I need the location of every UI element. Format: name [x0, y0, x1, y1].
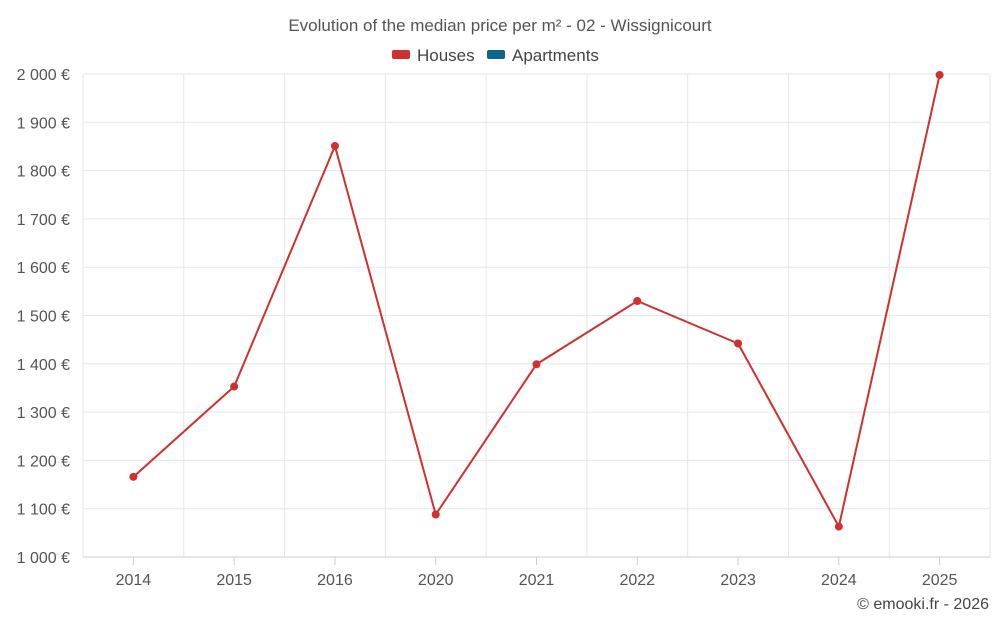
credit-text: © emooki.fr - 2026: [857, 596, 989, 613]
x-tick-label: 2014: [116, 572, 152, 589]
series-houses: [129, 70, 944, 531]
data-point[interactable]: [330, 141, 339, 150]
data-point[interactable]: [935, 70, 944, 79]
data-point[interactable]: [633, 297, 642, 306]
x-tick-label: 2021: [519, 572, 555, 589]
y-tick-label: 1 300 €: [17, 405, 70, 422]
y-tick-label: 2 000 €: [17, 67, 70, 84]
series-line: [132, 74, 941, 528]
grid: [82, 73, 991, 558]
legend-swatch-houses: [392, 50, 410, 59]
x-tick-label: 2022: [619, 572, 655, 589]
y-tick-label: 1 400 €: [17, 357, 70, 374]
x-tick-label: 2015: [216, 572, 252, 589]
x-tick-label: 2020: [418, 572, 454, 589]
y-tick-label: 1 000 €: [17, 550, 70, 567]
legend-label-houses: Houses: [417, 46, 475, 65]
data-point[interactable]: [230, 382, 239, 391]
legend-item-houses[interactable]: Houses: [392, 46, 475, 65]
x-tick-label: 2023: [720, 572, 756, 589]
legend[interactable]: Houses Apartments: [392, 46, 599, 65]
data-point[interactable]: [834, 522, 843, 531]
data-point[interactable]: [734, 339, 743, 348]
legend-label-apartments: Apartments: [512, 46, 599, 65]
y-tick-label: 1 700 €: [17, 212, 70, 229]
y-tick-label: 1 200 €: [17, 453, 70, 470]
data-point[interactable]: [532, 360, 541, 369]
x-axis-ticks: 2014 2015 2016 2020 2021 2022 2023 2024 2025: [116, 557, 958, 589]
legend-item-apartments[interactable]: Apartments: [487, 46, 599, 65]
y-tick-label: 1 500 €: [17, 309, 70, 326]
y-axis-ticks: 1 000 € 1 100 € 1 200 € 1 300 € 1 400 € 1 500…: [17, 67, 70, 567]
y-tick-label: 1 800 €: [17, 164, 70, 181]
x-tick-label: 2024: [821, 572, 857, 589]
x-tick-label: 2025: [922, 572, 958, 589]
y-tick-label: 1 100 €: [17, 502, 70, 519]
data-point[interactable]: [129, 472, 138, 481]
y-tick-label: 1 600 €: [17, 260, 70, 277]
legend-swatch-apartments: [487, 50, 505, 59]
data-point[interactable]: [431, 510, 440, 519]
y-tick-label: 1 900 €: [17, 115, 70, 132]
chart-title: Evolution of the median price per m² - 0…: [288, 16, 712, 35]
x-tick-label: 2016: [317, 572, 353, 589]
